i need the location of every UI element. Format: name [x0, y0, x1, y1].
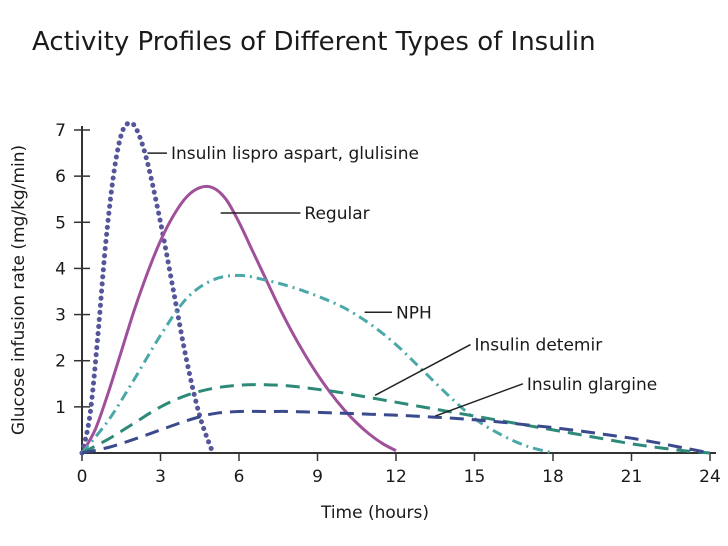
- x-tick-label: 0: [77, 467, 88, 487]
- x-axis-title: Time (hours): [320, 503, 429, 523]
- series-line-3: [80, 273, 554, 455]
- x-tick-label: 24: [699, 467, 721, 487]
- y-tick-label: 6: [55, 167, 66, 187]
- y-tick-label: 1: [55, 398, 66, 418]
- y-tick-label: 4: [55, 259, 66, 279]
- series-lines: [79, 120, 711, 456]
- annotation-leader: [374, 343, 471, 396]
- series-line-4: [81, 383, 711, 455]
- y-tick-label: 2: [55, 352, 66, 372]
- annotation-label: NPH: [396, 303, 432, 323]
- x-tick-label: 18: [542, 467, 564, 487]
- annotation-label: Insulin lispro aspart, glulisine: [171, 144, 419, 164]
- annotation-leader: [434, 383, 524, 417]
- x-tick-label: 3: [155, 467, 166, 487]
- series-line-5: [81, 409, 711, 455]
- series-line-2: [80, 184, 397, 454]
- annotations: Insulin lispro aspart, glulisine Regular N…: [147, 144, 657, 417]
- series-line-1: [79, 120, 216, 456]
- y-tick-label: 7: [55, 121, 66, 141]
- x-tick-label: 9: [312, 467, 323, 487]
- y-tick-label: 5: [55, 213, 66, 233]
- annotation-label: Regular: [304, 204, 369, 224]
- y-tick-label: 3: [55, 306, 66, 326]
- x-tick-label: 21: [621, 467, 643, 487]
- x-tick-label: 6: [234, 467, 245, 487]
- x-tick-label: 15: [464, 467, 486, 487]
- annotation-label: Insulin detemir: [475, 336, 603, 356]
- y-axis-title: Glucose infusion rate (mg/kg/min): [9, 145, 29, 435]
- chart-title: Activity Profiles of Different Types of …: [32, 27, 596, 57]
- annotation-label: Insulin glargine: [527, 375, 657, 395]
- x-tick-label: 12: [385, 467, 407, 487]
